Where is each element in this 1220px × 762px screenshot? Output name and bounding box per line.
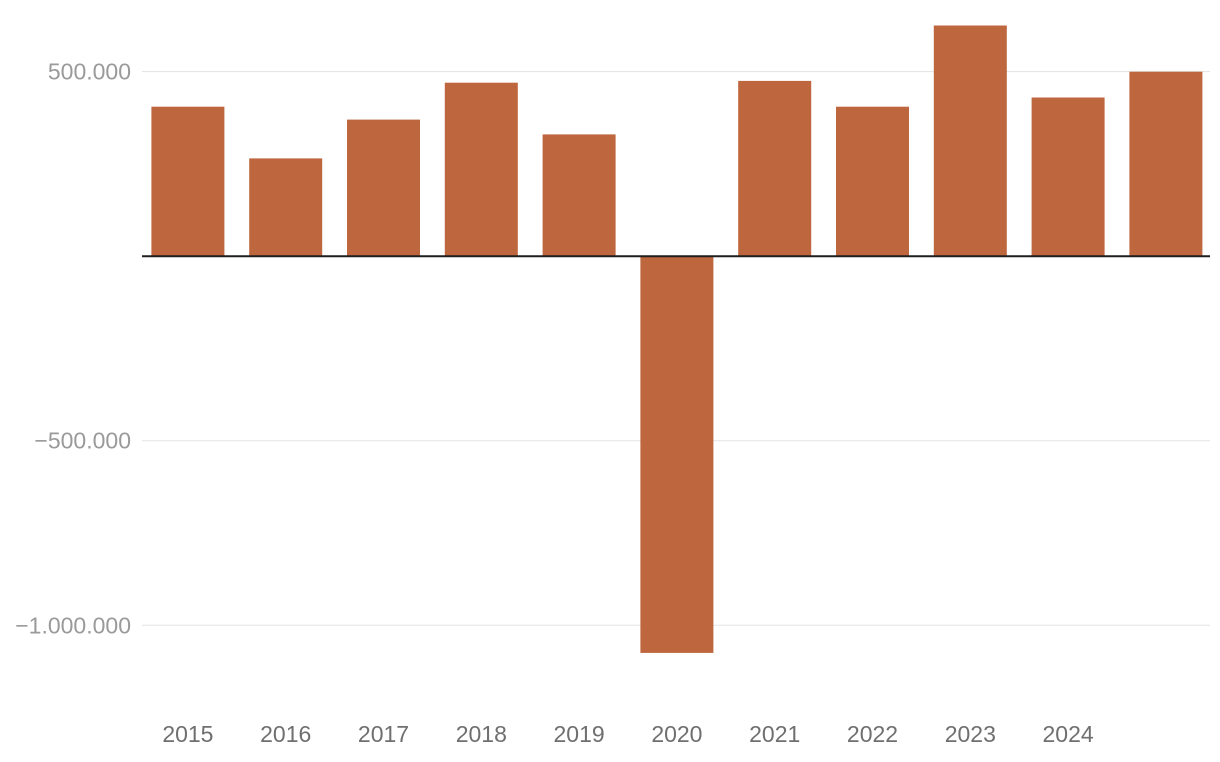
bar-2021	[738, 80, 812, 257]
bar-2022	[836, 106, 909, 257]
x-tick-label: 2017	[358, 721, 409, 747]
x-tick-label: 2016	[260, 721, 311, 747]
bar-last	[1129, 71, 1203, 257]
x-tick-label: 2023	[945, 721, 996, 747]
x-tick-label: 2019	[554, 721, 605, 747]
bar-2020	[640, 256, 714, 653]
x-tick-label: 2022	[847, 721, 898, 747]
x-tick-label: 2015	[162, 721, 213, 747]
bar-2019	[542, 134, 616, 257]
bars	[151, 25, 1203, 653]
bar-2024	[1031, 97, 1105, 257]
y-tick-label: −500.000	[34, 428, 131, 454]
x-tick-label: 2018	[456, 721, 507, 747]
y-tick-label: 500.000	[48, 59, 131, 85]
bar-2017	[347, 119, 420, 257]
bar-2016	[249, 158, 323, 257]
x-tick-label: 2021	[749, 721, 800, 747]
x-tick-label: 2020	[651, 721, 702, 747]
bar-2015	[151, 106, 225, 257]
y-axis-tick-labels: 500.000 −500.000 −1.000.000	[15, 59, 131, 639]
x-tick-label: 2024	[1043, 721, 1094, 747]
x-axis-tick-labels: 2015 2016 2017 2018 2019 2020 2021 2022 2023 2024	[162, 721, 1094, 747]
bar-2023	[933, 25, 1007, 257]
bar-2018	[444, 82, 518, 257]
y-tick-label: −1.000.000	[15, 612, 131, 638]
